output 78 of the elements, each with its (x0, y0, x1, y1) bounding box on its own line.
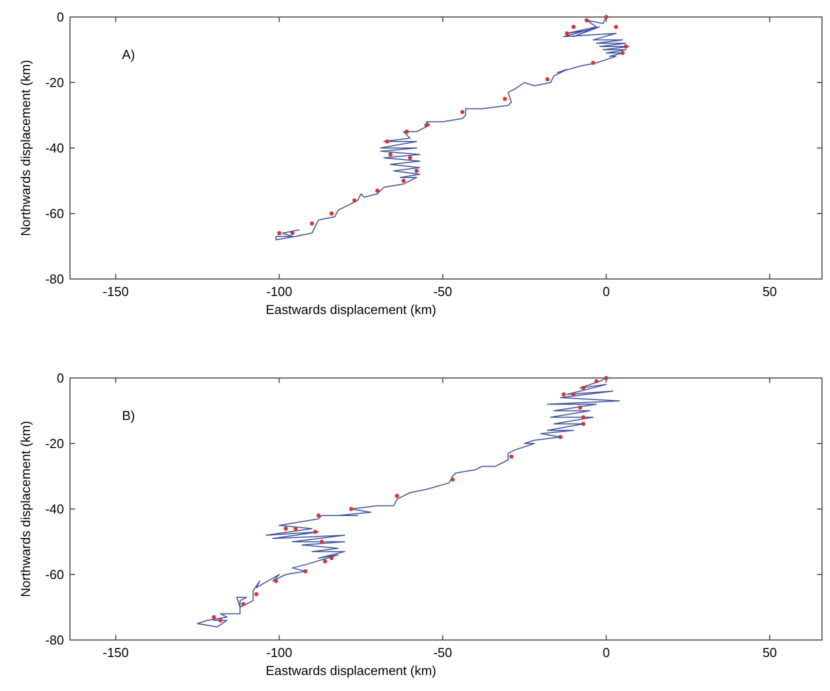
x-tick-label: 50 (762, 645, 777, 660)
line-series (275, 16, 630, 240)
y-tick-label: -20 (45, 75, 64, 90)
point (241, 602, 246, 606)
point (316, 514, 320, 518)
point (460, 110, 464, 114)
point (212, 615, 216, 620)
y-tick-label: -80 (45, 632, 64, 648)
y-tick-label: 0 (56, 10, 64, 24)
point (352, 198, 356, 202)
annotation: A) (122, 47, 135, 62)
point (572, 392, 576, 396)
x-tick-label: -150 (102, 645, 129, 660)
point (558, 434, 562, 439)
point (594, 379, 598, 384)
point (581, 422, 586, 426)
y-tick-label: -60 (45, 567, 64, 582)
point (401, 178, 406, 183)
point (290, 231, 294, 236)
point (509, 454, 514, 459)
point (408, 156, 412, 160)
point (581, 386, 586, 390)
point (545, 77, 550, 82)
point (562, 392, 566, 396)
x-tick-label: -100 (266, 284, 292, 299)
point (310, 221, 314, 226)
point (450, 478, 455, 482)
point (330, 212, 334, 216)
point (294, 526, 298, 531)
x-tick-label: 0 (602, 284, 610, 299)
point (313, 530, 318, 534)
line-series (197, 378, 620, 628)
point (584, 18, 589, 22)
point (604, 15, 608, 19)
point (218, 618, 222, 622)
y-tick-label: -60 (45, 206, 64, 221)
point (620, 51, 625, 56)
point (581, 415, 586, 420)
point (254, 592, 258, 596)
point (572, 24, 576, 29)
x-tick-label: -100 (266, 645, 292, 660)
point (604, 376, 608, 380)
point (394, 494, 399, 498)
point (388, 152, 392, 157)
point (404, 130, 409, 134)
x-tick-label: 0 (602, 645, 610, 660)
y-axis-title: Northwards displacement (km) (18, 60, 33, 236)
y-tick-label: -40 (45, 140, 64, 156)
annotation: B) (122, 408, 135, 423)
x-tick-label: -50 (433, 284, 452, 299)
y-tick-label: -20 (45, 436, 64, 451)
point (614, 24, 618, 29)
point (375, 188, 380, 193)
point (320, 540, 324, 544)
x-tick-label: -150 (102, 284, 129, 299)
point (624, 44, 628, 48)
point (385, 139, 390, 144)
x-tick-label: 50 (762, 284, 777, 299)
y-tick-label: 0 (56, 370, 64, 386)
point (303, 569, 308, 574)
point (323, 559, 328, 564)
point (591, 60, 596, 65)
x-tick-label: -50 (433, 645, 452, 660)
point (502, 96, 507, 101)
y-tick-label: -80 (45, 272, 64, 286)
y-tick-label: -40 (45, 502, 64, 516)
point (564, 31, 569, 36)
x-axis-title: Eastwards displacement (km) (266, 302, 436, 317)
point (284, 526, 288, 531)
point (330, 556, 334, 560)
y-axis-title: Northwards displacement (km) (18, 420, 33, 598)
point (578, 405, 582, 410)
x-axis-title: Eastwards displacement (km) (266, 663, 436, 678)
point (424, 123, 428, 128)
point (349, 507, 354, 511)
point (274, 579, 278, 584)
point (277, 231, 282, 236)
point (414, 168, 419, 173)
